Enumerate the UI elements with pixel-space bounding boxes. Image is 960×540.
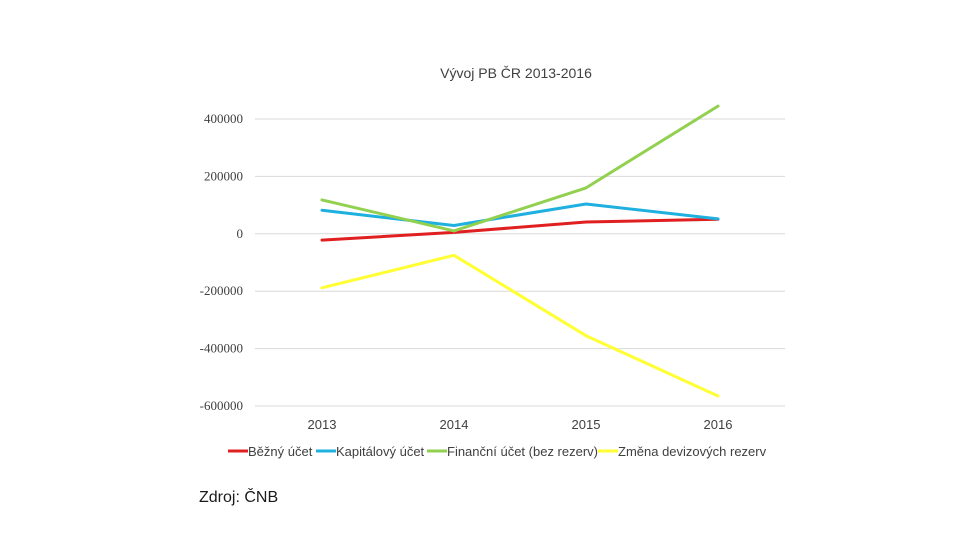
y-tick-label: 200000 [204,168,243,183]
series-line-3 [320,104,720,233]
x-axis-ticks: 2013 2014 2015 2016 [308,417,733,432]
y-tick-label: -600000 [200,398,243,413]
y-tick-label: -200000 [200,283,243,298]
legend-label: Finanční účet (bez rezerv) [447,444,598,459]
source-note: Zdroj: ČNB [199,489,279,506]
series-lines [320,104,720,398]
x-tick-label: 2015 [572,417,601,432]
series-line-4 [320,253,720,398]
y-axis-ticks: 400000 200000 0 -200000 -400000 -600000 [200,111,243,413]
y-tick-label: 400000 [204,111,243,126]
legend: Běžný účet Kapitálový účet Finanční účet (… [228,444,767,459]
y-tick-label: 0 [237,226,244,241]
grid [255,118,785,407]
series-line-2 [320,202,720,227]
series-line-1 [320,217,720,242]
legend-label: Běžný účet [248,444,313,459]
legend-label: Změna devizových rezerv [618,444,767,459]
x-tick-label: 2016 [704,417,733,432]
legend-label: Kapitálový účet [336,444,425,459]
y-tick-label: -400000 [200,341,243,356]
chart-title: Vývoj PB ČR 2013-2016 [440,65,592,81]
x-tick-label: 2013 [308,417,337,432]
x-tick-label: 2014 [440,417,469,432]
